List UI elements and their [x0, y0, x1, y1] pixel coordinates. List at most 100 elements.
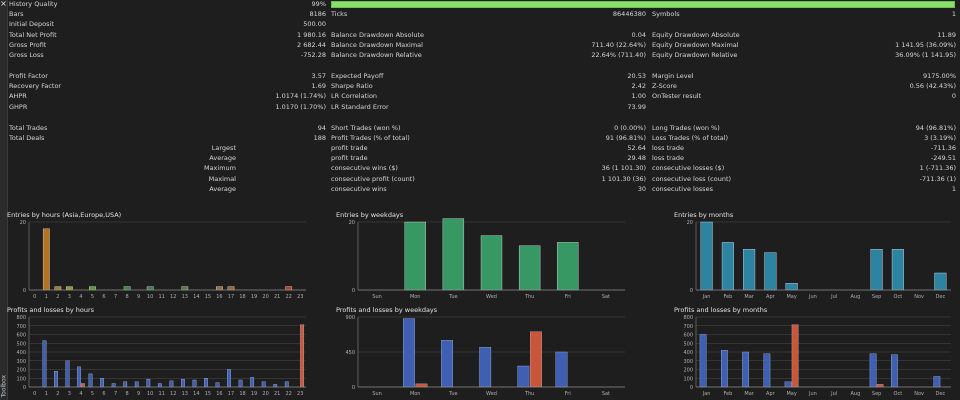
col1-value-7: 1.69 [311, 82, 326, 90]
x-tick-label: 17 [228, 294, 234, 300]
x-tick-label: Wed [486, 391, 497, 397]
y-tick-label: 0 [352, 288, 355, 294]
y-tick-label: 600 [683, 333, 693, 339]
profit-bar [215, 382, 220, 388]
bar [54, 286, 62, 291]
col1-value-11: 94 [317, 124, 326, 132]
y-tick-label: 200 [16, 368, 26, 374]
y-tick-label: 0 [23, 385, 26, 391]
x-tick-label: Apr [766, 391, 776, 397]
profit-bar [77, 366, 81, 388]
x-tick-label: 13 [182, 391, 188, 397]
col1-value-8: 1.0174 (1.74%) [275, 92, 326, 100]
bar [404, 221, 426, 291]
x-tick-label: Sat [602, 391, 610, 397]
profit-bar [479, 347, 492, 388]
col2-label-8: LR Correlation [331, 92, 378, 100]
x-tick-label: 11 [159, 391, 165, 397]
col1-label-11: Total Trades [9, 124, 48, 132]
col2-label-17: consecutive wins [331, 185, 387, 193]
x-tick-label: 8 [126, 391, 129, 397]
profit-bar [238, 379, 243, 388]
profit-bar [742, 351, 749, 388]
col1-label-12: Total Deals [9, 134, 45, 142]
close-icon[interactable]: × [0, 0, 7, 8]
x-tick-label: Wed [486, 294, 497, 300]
col3-value-9 [870, 103, 956, 112]
col3-label-7: Z-Score [652, 82, 677, 90]
x-tick-label: Sep [872, 294, 881, 300]
y-tick-label: 500 [16, 341, 26, 347]
x-tick-label: 1 [45, 294, 48, 300]
profit-bar [891, 354, 898, 388]
y-tick-label: 200 [683, 368, 693, 374]
profit-bar [284, 381, 289, 388]
history-quality-value: 99% [311, 0, 326, 8]
col2-value-6: 20.53 [627, 72, 646, 80]
col2-value-17: 30 [637, 185, 646, 193]
col3-value-3: 1 141.95 (36.09%) [895, 41, 956, 49]
profit-bar [157, 383, 162, 388]
col2-value-3: 711.40 (22.64%) [591, 41, 646, 49]
col3-value-6: 9175.00% [922, 72, 956, 80]
col3-label-14: loss trade [652, 154, 684, 162]
x-tick-label: 3 [68, 391, 71, 397]
col1-label-13: Largest [211, 144, 236, 152]
col3-value-14: -249.51 [930, 154, 956, 162]
col2-label-2: Balance Drawdown Absolute [331, 31, 424, 39]
col1-label-3: Gross Profit [9, 41, 47, 49]
bar [146, 286, 154, 291]
col2-label-7: Sharpe Ratio [331, 82, 373, 90]
x-tick-label: Sat [602, 294, 610, 300]
y-tick-label: 0 [352, 385, 355, 391]
x-tick-label: 4 [79, 294, 82, 300]
col1-value-5 [240, 62, 326, 71]
col1-label-0: Bars [9, 10, 24, 18]
profit-bar [261, 381, 266, 388]
x-tick-label: 14 [193, 391, 199, 397]
x-tick-label: 22 [286, 294, 292, 300]
x-tick-label: 6 [102, 294, 105, 300]
x-tick-label: 10 [147, 294, 153, 300]
bar [227, 286, 235, 291]
x-tick-label: May [786, 294, 796, 300]
bar [518, 245, 541, 291]
col2-value-2: 0.04 [631, 31, 646, 39]
y-tick-label: 900 [345, 315, 355, 321]
col3-label-6: Margin Level [652, 72, 694, 80]
col1-value-3: 2 682.44 [297, 41, 326, 49]
x-tick-label: 13 [182, 294, 188, 300]
y-tick-label: 0 [23, 288, 26, 294]
chart-title: Entries by months [674, 211, 734, 219]
x-tick-label: Mon [410, 294, 421, 300]
profit-bar [204, 378, 208, 388]
x-tick-label: Oct [894, 294, 903, 300]
col3-label-11: Long Trades (won %) [652, 124, 720, 132]
y-tick-label: 700 [16, 324, 26, 330]
col1-label-2: Total Net Profit [9, 31, 57, 39]
y-tick-label: 450 [345, 350, 355, 356]
col3-label-2: Equity Drawdown Absolute [652, 31, 740, 39]
col1-value-14 [240, 154, 326, 163]
x-tick-label: Nov [914, 391, 924, 397]
x-tick-label: 20 [262, 391, 268, 397]
col3-value-16: -711.36 (1) [919, 175, 956, 183]
profit-bar [146, 378, 151, 388]
col2-value-9: 73.99 [627, 103, 646, 111]
chart-title: Entries by weekdays [336, 211, 404, 219]
bar [785, 282, 798, 291]
col1-label-6: Profit Factor [9, 72, 48, 80]
col2-label-0: Ticks [331, 10, 348, 18]
x-tick-label: 4 [79, 391, 82, 397]
x-tick-label: 7 [114, 391, 117, 397]
col3-value-5 [870, 62, 956, 71]
col1-label-15: Maximum [203, 164, 236, 172]
x-tick-label: Sun [372, 294, 382, 300]
bar [700, 221, 713, 291]
bar [557, 242, 579, 291]
y-tick-label: 20 [20, 220, 26, 226]
col3-value-2: 11.89 [937, 31, 956, 39]
col3-label-8: OnTester result [652, 92, 702, 100]
loss-bar [300, 324, 305, 388]
bar [66, 286, 73, 291]
